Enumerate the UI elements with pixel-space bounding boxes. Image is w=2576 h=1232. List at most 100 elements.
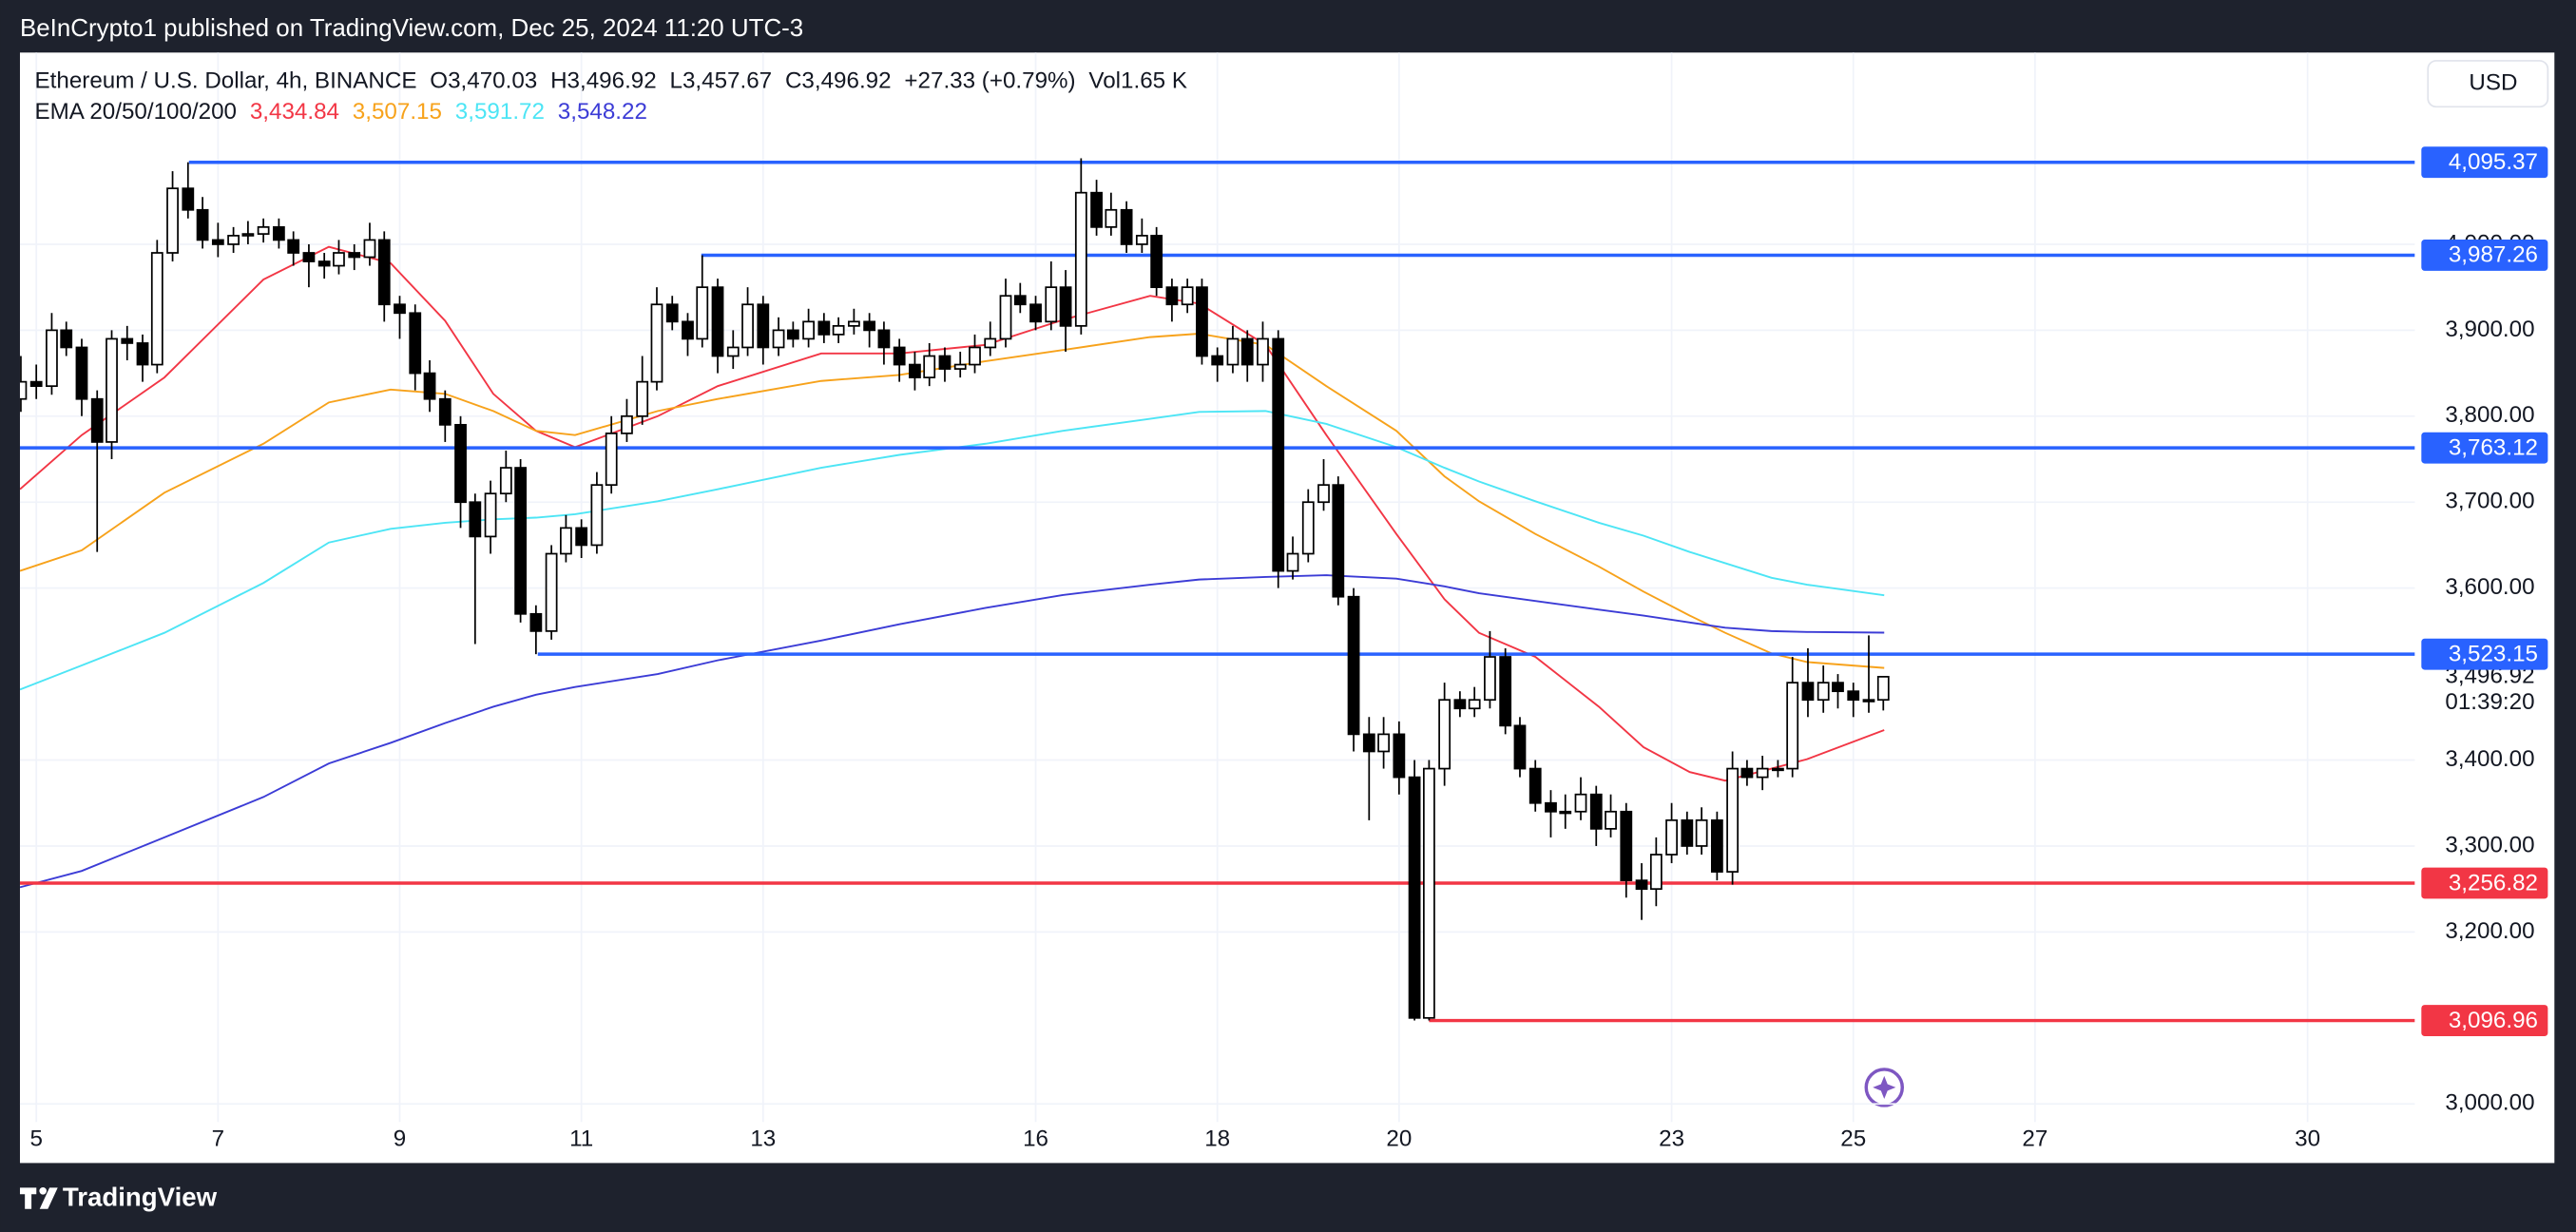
candle-body	[1332, 484, 1345, 598]
candle-body	[1574, 793, 1587, 813]
candle-body	[150, 252, 163, 366]
candle-body	[1105, 208, 1118, 228]
ohlc-value: H3,496.92	[550, 68, 657, 94]
level-label-box	[2421, 146, 2548, 179]
candle-body	[1681, 818, 1694, 847]
candle-body	[469, 501, 482, 538]
x-tick-label: 7	[212, 1126, 224, 1152]
ema-line	[19, 410, 1885, 691]
ema-legend: EMA 20/50/100/200 3,434.84 3,507.15 3,591.7…	[35, 100, 647, 125]
candle-body	[757, 303, 770, 349]
candle-body	[650, 303, 663, 383]
candle-body	[257, 226, 270, 235]
footer-brand: TradingView	[63, 1183, 218, 1212]
candle-body	[786, 329, 799, 340]
candle-body	[605, 433, 618, 487]
ema-label: EMA 20/50/100/200	[35, 100, 237, 125]
candle-body	[90, 397, 104, 443]
candle-body	[1484, 656, 1496, 702]
candle-body	[1513, 724, 1527, 770]
candle-body	[1817, 682, 1830, 702]
level-label: 3,096.96	[2449, 1008, 2538, 1033]
ohlc-value: C3,496.92	[785, 68, 892, 94]
candle-body	[423, 372, 436, 400]
candle-body	[682, 320, 694, 340]
candle-body	[1196, 286, 1208, 357]
candle-body	[241, 233, 255, 237]
candle-body	[1832, 682, 1844, 693]
candle-body	[665, 303, 679, 323]
candle-body	[1422, 767, 1435, 1019]
candle-body	[1120, 208, 1133, 245]
footer-logo	[19, 1186, 58, 1209]
candle-body	[711, 286, 724, 357]
currency-label[interactable]: USD	[2469, 70, 2517, 96]
candle-body	[877, 329, 891, 349]
candle-body	[1665, 818, 1678, 856]
candle-body	[19, 380, 28, 400]
candle-body	[1059, 286, 1072, 327]
candle-body	[726, 346, 740, 357]
level-label-box	[2421, 638, 2548, 670]
candle-body	[348, 252, 361, 259]
grid	[19, 52, 2415, 1123]
candle-body	[1847, 690, 1860, 702]
candle-body	[636, 380, 649, 417]
candle-body	[1257, 337, 1269, 366]
candle-body	[621, 414, 633, 434]
level-label-box	[2421, 867, 2548, 899]
y-tick-label: 3,400.00	[2445, 746, 2534, 772]
candle-body	[1165, 286, 1179, 306]
countdown-label: 01:39:20	[2445, 689, 2534, 715]
symbol-legend: Ethereum / U.S. Dollar, 4h, BINANCE O3,47…	[35, 68, 1187, 94]
level-label: 3,523.15	[2449, 641, 2538, 666]
logo-mark	[19, 1187, 58, 1209]
candle-body	[1635, 879, 1648, 891]
currency-button[interactable]	[2427, 60, 2549, 108]
candle-body	[46, 329, 58, 388]
x-tick-label: 9	[394, 1126, 406, 1152]
candle-body	[1468, 699, 1481, 710]
candle-body	[272, 226, 285, 241]
y-tick-label: 3,700.00	[2445, 489, 2534, 514]
plot-area	[19, 158, 2415, 1023]
candle-body	[227, 235, 240, 245]
candle-body	[1756, 767, 1769, 779]
logo-dot	[39, 1186, 47, 1195]
star-icon	[1864, 1068, 1904, 1107]
candle-body	[409, 312, 422, 375]
candle-body	[1029, 303, 1042, 323]
candle-body	[1272, 337, 1285, 572]
ema-line	[19, 574, 1885, 889]
ohlc-value: +27.33 (+0.79%)	[904, 68, 1075, 94]
candle-body	[1876, 676, 1890, 702]
candle-body	[1286, 552, 1299, 572]
ema-value: 3,507.15	[353, 100, 442, 125]
candle-body	[1499, 656, 1512, 727]
candle-body	[377, 239, 391, 306]
x-tick-label: 11	[569, 1126, 593, 1152]
x-tick-label: 27	[2022, 1126, 2047, 1152]
candle-body	[287, 239, 300, 254]
candle-body	[969, 346, 981, 366]
candle-body	[1377, 733, 1390, 753]
candle-body	[1528, 767, 1542, 804]
candle-body	[1438, 699, 1451, 770]
candle-body	[484, 492, 497, 538]
y-tick-label: 3,200.00	[2445, 918, 2534, 944]
ema-value: 3,591.72	[455, 100, 545, 125]
candle-body	[529, 612, 543, 632]
star-circle	[1864, 1068, 1904, 1107]
candle-body	[1710, 818, 1723, 873]
axes: 3,000.00 3,200.00 3,300.00 3,400.00 3,600.00…	[29, 146, 2548, 1152]
candle-body	[454, 423, 467, 504]
candle-body	[1605, 810, 1617, 830]
ema-line	[19, 333, 1885, 669]
level-label: 3,256.82	[2449, 870, 2538, 895]
candle-body	[1620, 810, 1633, 881]
candle-body	[984, 337, 997, 349]
ema-value: 3,434.84	[250, 100, 339, 125]
candle-body	[772, 329, 785, 349]
candle-body	[317, 260, 331, 267]
candle-body	[817, 320, 831, 336]
